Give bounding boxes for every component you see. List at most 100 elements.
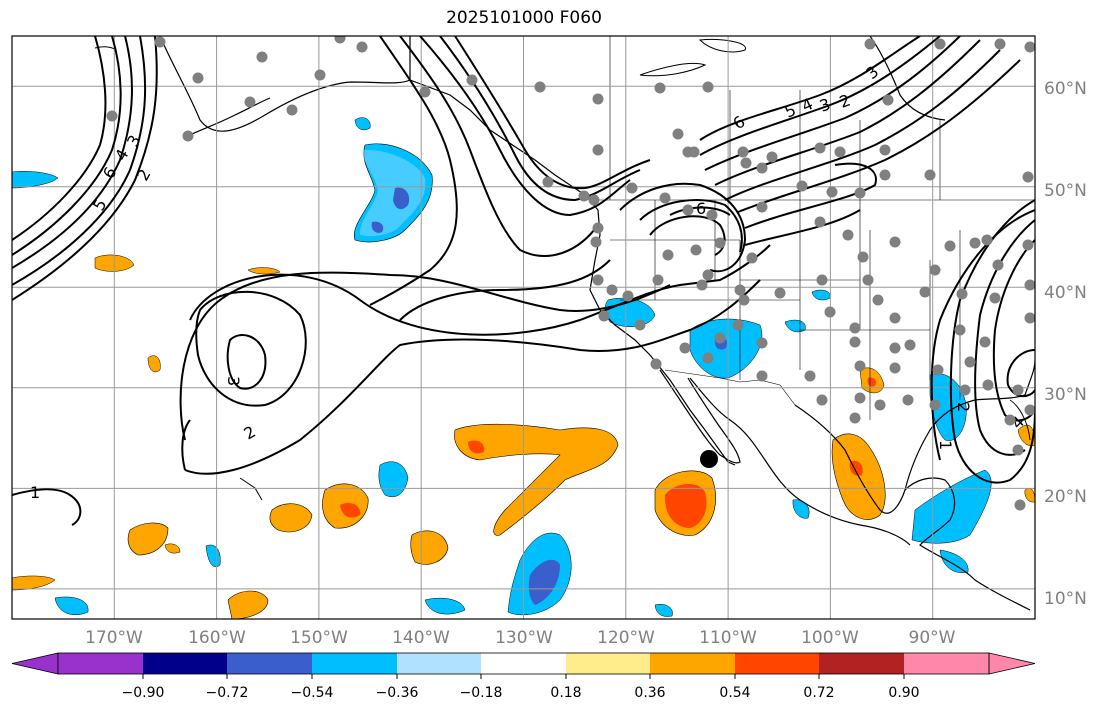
colorbar-tick-label: −0.36 bbox=[376, 685, 419, 701]
shaded-region bbox=[1017, 424, 1035, 446]
colorbar-segment bbox=[227, 653, 312, 674]
contour-line bbox=[744, 162, 877, 229]
station-marker bbox=[662, 249, 674, 261]
lat-tick-label: 60°N bbox=[1044, 79, 1087, 99]
island bbox=[698, 39, 746, 53]
station-marker bbox=[924, 169, 936, 181]
us-mexico-border bbox=[664, 369, 796, 406]
station-marker bbox=[766, 151, 778, 163]
contour-line bbox=[12, 36, 107, 241]
station-marker bbox=[992, 259, 1004, 271]
station-marker bbox=[590, 236, 602, 248]
contour-line bbox=[399, 259, 611, 321]
station-marker bbox=[879, 144, 891, 156]
station-marker bbox=[854, 187, 866, 199]
contour-line bbox=[369, 36, 458, 306]
station-marker bbox=[1024, 312, 1035, 324]
island bbox=[1009, 399, 1031, 441]
contour-line bbox=[12, 36, 133, 269]
lon-tick-label: 170°W bbox=[85, 628, 143, 648]
station-marker bbox=[634, 319, 646, 331]
station-marker bbox=[738, 294, 750, 306]
shaded-region bbox=[54, 596, 89, 615]
station-marker bbox=[256, 51, 268, 63]
station-marker bbox=[1012, 444, 1024, 456]
station-marker bbox=[714, 332, 726, 344]
station-marker bbox=[696, 279, 708, 291]
station-marker bbox=[944, 240, 956, 252]
contour-line bbox=[179, 271, 671, 441]
contour-line bbox=[639, 199, 743, 253]
station-marker bbox=[756, 370, 768, 382]
contour-line bbox=[226, 334, 267, 390]
station-marker bbox=[889, 362, 901, 374]
contour-label: 1 bbox=[30, 483, 40, 502]
station-marker bbox=[714, 237, 726, 249]
lon-tick-label: 150°W bbox=[290, 628, 348, 648]
lon-tick-label: 130°W bbox=[495, 628, 553, 648]
station-marker bbox=[679, 342, 691, 354]
station-marker bbox=[889, 236, 901, 248]
station-marker bbox=[534, 81, 546, 93]
colorbar-tick-label: 0.54 bbox=[719, 685, 750, 701]
lat-tick-label: 10°N bbox=[1044, 589, 1087, 609]
station-marker bbox=[929, 399, 941, 411]
station-marker bbox=[1022, 239, 1034, 251]
contour-label: 2 bbox=[954, 402, 973, 412]
contour-line bbox=[992, 239, 1035, 422]
station-marker bbox=[334, 36, 346, 44]
shaded-region bbox=[354, 117, 371, 131]
station-marker bbox=[849, 412, 861, 424]
lat-tick-label: 40°N bbox=[1044, 283, 1087, 303]
station-marker bbox=[849, 336, 861, 348]
station-marker bbox=[356, 41, 368, 53]
station-marker bbox=[592, 93, 604, 105]
station-marker bbox=[1012, 384, 1024, 396]
station-marker bbox=[796, 180, 808, 192]
colorbar-segment bbox=[566, 653, 650, 674]
station-marker bbox=[814, 142, 826, 154]
station-marker bbox=[994, 38, 1006, 50]
station-marker bbox=[849, 322, 861, 334]
station-marker bbox=[756, 201, 768, 213]
shaded-region bbox=[393, 187, 410, 210]
shaded-region bbox=[147, 355, 161, 373]
colorbar-segment bbox=[819, 653, 904, 674]
lon-tick-label: 140°W bbox=[392, 628, 450, 648]
station-marker bbox=[929, 264, 941, 276]
colorbar-tick-label: 0.90 bbox=[888, 685, 919, 701]
contour-line bbox=[12, 36, 122, 256]
colorbar-tick-label: −0.90 bbox=[122, 685, 165, 701]
colorbar-segments bbox=[11, 652, 1036, 675]
station-marker bbox=[842, 229, 854, 241]
colorbar-segment bbox=[481, 653, 566, 674]
contour-line bbox=[399, 36, 599, 257]
station-marker bbox=[606, 284, 618, 296]
shaded-region bbox=[528, 559, 560, 605]
shaded-region bbox=[939, 549, 969, 573]
province-borders bbox=[609, 36, 941, 200]
mexico-coast bbox=[689, 377, 911, 546]
lon-tick-label: 100°W bbox=[801, 628, 859, 648]
station-marker bbox=[466, 74, 478, 86]
station-marker bbox=[626, 182, 638, 194]
station-marker bbox=[954, 324, 966, 336]
contour-line bbox=[974, 219, 1035, 456]
shaded-region bbox=[12, 171, 59, 189]
station-marker bbox=[734, 284, 746, 296]
state-borders bbox=[610, 200, 961, 420]
contour-line bbox=[12, 36, 158, 301]
station-marker bbox=[746, 252, 758, 264]
station-marker bbox=[652, 274, 664, 286]
latitude-tick-labels: 60°N 50°N 40°N 30°N 20°N 10°N bbox=[1044, 79, 1087, 609]
station-marker bbox=[706, 209, 718, 221]
station-marker bbox=[889, 312, 901, 324]
station-marker bbox=[982, 379, 994, 391]
station-marker bbox=[862, 274, 874, 286]
colorbar-segment bbox=[143, 653, 227, 674]
station-marker bbox=[690, 244, 702, 256]
contour-line bbox=[189, 244, 771, 336]
station-marker-layer bbox=[106, 36, 1035, 511]
station-marker bbox=[578, 190, 590, 202]
